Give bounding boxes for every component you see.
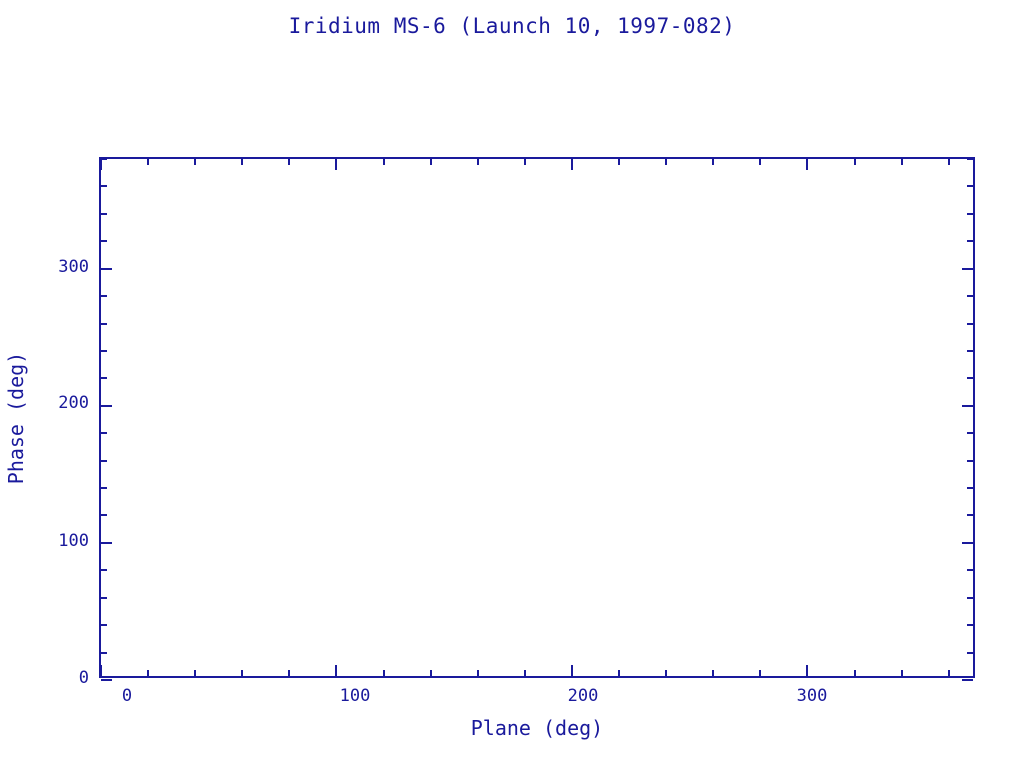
y-tick-right-40: [967, 624, 973, 627]
y-tick-right-260: [967, 322, 973, 325]
y-tick-right-380: [967, 158, 973, 160]
y-tick-right-120: [967, 514, 973, 517]
x-tick-top-260: [712, 159, 715, 165]
y-tick-left-140: [101, 487, 107, 490]
x-tick-bottom-300: [806, 665, 809, 676]
x-tick-bottom-140: [429, 670, 432, 676]
y-tick-left-340: [101, 212, 107, 215]
y-tick-left-360: [101, 185, 107, 188]
y-tick-right-140: [967, 487, 973, 490]
x-tick-top-20: [147, 159, 150, 165]
chart-title: Iridium MS-6 (Launch 10, 1997-082): [288, 14, 736, 38]
y-tick-right-220: [967, 377, 973, 380]
x-tick-bottom-180: [523, 670, 526, 676]
x-tick-bottom-260: [712, 670, 715, 676]
x-tick-top-180: [523, 159, 526, 165]
x-tick-top-40: [194, 159, 197, 165]
x-tick-top-360: [947, 159, 950, 165]
x-tick-label-300: 300: [796, 686, 828, 706]
x-tick-top-0: [100, 159, 102, 170]
y-tick-right-80: [967, 569, 973, 572]
x-tick-top-280: [759, 159, 762, 165]
y-tick-left-240: [101, 349, 107, 352]
x-tick-bottom-320: [853, 670, 856, 676]
y-tick-left-100: [101, 541, 112, 544]
x-tick-bottom-360: [947, 670, 950, 676]
y-tick-left-60: [101, 596, 107, 599]
x-tick-bottom-80: [288, 670, 291, 676]
y-tick-left-200: [101, 404, 112, 407]
x-tick-bottom-280: [759, 670, 762, 676]
y-tick-label-100: 100: [58, 531, 89, 551]
y-tick-left-320: [101, 240, 107, 243]
y-tick-right-240: [967, 349, 973, 352]
x-tick-bottom-20: [147, 670, 150, 676]
x-tick-top-300: [806, 159, 809, 170]
y-tick-right-180: [967, 432, 973, 435]
y-tick-label-200: 200: [58, 393, 89, 413]
x-tick-top-140: [429, 159, 432, 165]
x-tick-top-60: [241, 159, 244, 165]
y-tick-left-260: [101, 322, 107, 325]
x-tick-top-320: [853, 159, 856, 165]
y-tick-left-120: [101, 514, 107, 517]
y-tick-right-280: [967, 295, 973, 298]
y-axis-title-wrap: Phase (deg): [0, 157, 32, 678]
y-tick-right-160: [967, 459, 973, 462]
y-tick-left-300: [101, 267, 112, 270]
x-tick-label-0: 0: [121, 686, 133, 706]
y-axis-title: Phase (deg): [4, 351, 28, 484]
y-tick-right-100: [962, 541, 973, 544]
y-tick-right-360: [967, 185, 973, 188]
y-tick-left-220: [101, 377, 107, 380]
y-tick-left-380: [101, 158, 107, 160]
x-tick-bottom-100: [335, 665, 338, 676]
x-tick-top-220: [618, 159, 621, 165]
x-tick-top-120: [382, 159, 385, 165]
plot-area: [100, 158, 973, 681]
x-axis-title: Plane (deg): [470, 716, 604, 740]
y-tick-right-60: [967, 596, 973, 599]
x-tick-bottom-0: [100, 665, 102, 676]
x-tick-bottom-60: [241, 670, 244, 676]
x-tick-bottom-340: [900, 670, 903, 676]
y-tick-right-0: [962, 679, 973, 681]
y-tick-left-160: [101, 459, 107, 462]
x-tick-label-100: 100: [339, 686, 371, 706]
x-tick-bottom-40: [194, 670, 197, 676]
x-tick-top-340: [900, 159, 903, 165]
x-tick-label-200: 200: [567, 686, 599, 706]
x-tick-top-240: [665, 159, 668, 165]
y-tick-right-340: [967, 212, 973, 215]
x-tick-bottom-120: [382, 670, 385, 676]
x-tick-bottom-160: [476, 670, 479, 676]
y-tick-label-0: 0: [78, 668, 89, 688]
x-tick-top-80: [288, 159, 291, 165]
x-tick-bottom-220: [618, 670, 621, 676]
x-tick-bottom-200: [570, 665, 573, 676]
y-tick-right-200: [962, 404, 973, 407]
y-tick-right-300: [962, 267, 973, 270]
y-tick-right-20: [967, 651, 973, 654]
x-tick-top-200: [570, 159, 573, 170]
y-tick-label-300: 300: [58, 257, 89, 277]
y-tick-left-180: [101, 432, 107, 435]
y-tick-right-320: [967, 240, 973, 243]
y-tick-left-0: [101, 679, 112, 681]
x-tick-top-160: [476, 159, 479, 165]
plot-frame: [99, 157, 975, 681]
y-tick-left-280: [101, 295, 107, 298]
y-tick-left-80: [101, 569, 107, 572]
x-tick-bottom-240: [665, 670, 668, 676]
y-tick-left-40: [101, 624, 107, 627]
x-tick-top-100: [335, 159, 338, 170]
y-tick-left-20: [101, 651, 107, 654]
